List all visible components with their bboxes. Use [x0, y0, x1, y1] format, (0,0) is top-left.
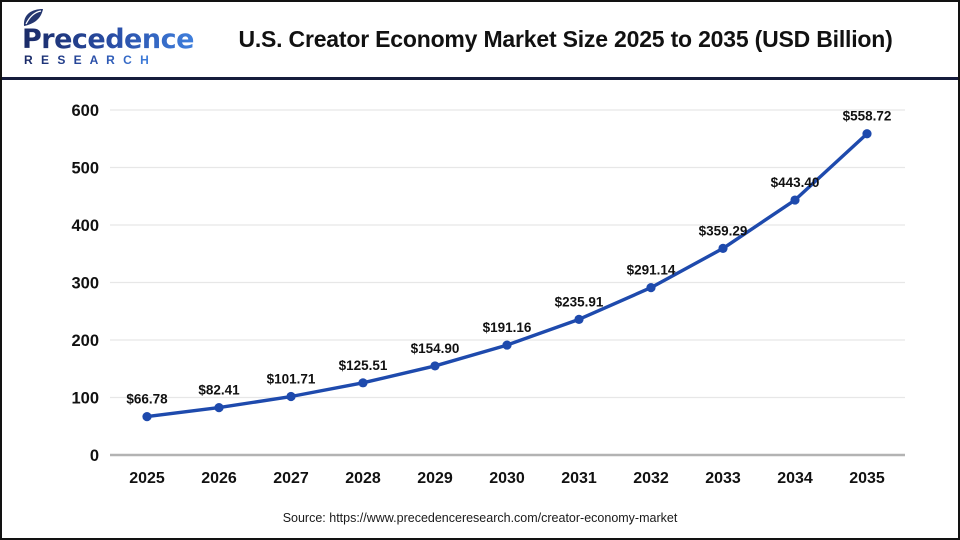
- data-point-label: $235.91: [555, 294, 604, 309]
- logo-leaf-vein: [25, 10, 42, 25]
- data-point-label: $101.71: [267, 372, 316, 387]
- x-tick-label: 2028: [345, 470, 381, 487]
- chart-region: 0 100 200 300 400 500 600 2025 2026 2027 2028 2029 2…: [2, 80, 958, 535]
- data-point: [646, 282, 656, 293]
- data-point: [214, 403, 224, 413]
- y-tick-label: 100: [71, 390, 99, 408]
- data-point: [502, 340, 512, 350]
- x-tick-label: 2031: [561, 470, 597, 487]
- source-citation: Source: https://www.precedenceresearch.c…: [282, 511, 678, 525]
- data-point-label: $154.90: [411, 341, 460, 356]
- chart-title: U.S. Creator Economy Market Size 2025 to…: [238, 26, 893, 52]
- logo-subtitle: R E S E A R C H: [24, 53, 151, 66]
- logo-wordmark: Precedence: [22, 24, 194, 55]
- x-tick-label: 2032: [633, 470, 669, 487]
- data-point: [790, 195, 800, 205]
- data-point-label: $443.40: [771, 175, 820, 190]
- precedence-research-logo: Precedence R E S E A R C H: [22, 9, 194, 67]
- x-tick-label: 2029: [417, 470, 453, 487]
- data-point-label: $66.78: [126, 392, 168, 407]
- data-point-label: $359.29: [699, 223, 748, 238]
- data-point: [286, 391, 296, 402]
- data-point: [142, 412, 152, 422]
- chart-canvas: 0 100 200 300 400 500 600 2025 2026 2027 2028 2029 2…: [71, 102, 905, 487]
- y-tick-label: 0: [90, 447, 99, 465]
- y-tick-label: 200: [71, 332, 99, 350]
- data-point-label: $82.41: [198, 383, 240, 398]
- x-tick-label: 2033: [705, 470, 741, 487]
- x-tick-label: 2035: [849, 470, 885, 487]
- x-tick-label: 2025: [129, 470, 165, 487]
- data-point-label: $125.51: [339, 358, 388, 373]
- header: Precedence R E S E A R C H U.S. Creator …: [2, 2, 958, 80]
- data-point: [862, 129, 872, 139]
- x-tick-label: 2034: [777, 470, 813, 487]
- brand-logo: Precedence R E S E A R C H: [2, 8, 197, 71]
- x-tick-label: 2030: [489, 470, 525, 487]
- data-point: [718, 243, 728, 254]
- y-tick-label: 300: [71, 275, 99, 293]
- y-tick-label: 400: [71, 217, 99, 235]
- data-point-label: $191.16: [483, 320, 532, 335]
- y-tick-label: 500: [71, 160, 99, 178]
- data-point-label: $291.14: [627, 263, 676, 278]
- x-tick-label: 2026: [201, 470, 237, 487]
- logo-leaf-icon: [23, 9, 43, 26]
- y-tick-label: 600: [71, 102, 99, 120]
- data-point: [574, 314, 584, 324]
- data-point-label: $558.72: [843, 109, 892, 124]
- series-line: [145, 132, 869, 419]
- data-point: [430, 361, 440, 371]
- x-tick-label: 2027: [273, 470, 309, 487]
- data-point: [358, 378, 368, 388]
